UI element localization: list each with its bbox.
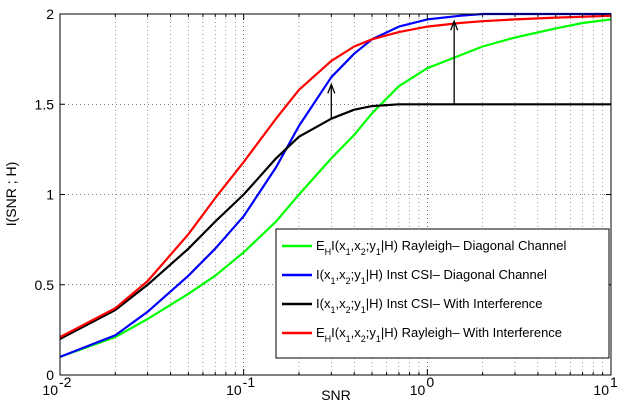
x-tick-label-base: 10 (226, 382, 242, 398)
y-tick-label: 1.5 (35, 96, 55, 112)
x-tick-label-exponent: -2 (59, 374, 72, 390)
legend-box (275, 228, 610, 359)
y-tick-label: 0.5 (35, 277, 55, 293)
x-tick-label-exponent: 0 (426, 374, 434, 390)
y-tick-label: 2 (46, 6, 54, 22)
y-tick-label: 1 (46, 187, 54, 203)
legend-label-red: EHI(x1,x2;y1|H) Rayleigh– With Interfere… (316, 325, 562, 344)
y-tick-label: 0 (46, 367, 54, 383)
x-tick-label-exponent: 1 (610, 374, 618, 390)
x-tick-label: 10 -2 (42, 374, 71, 398)
x-tick-label: 10 0 (410, 374, 435, 398)
series-line-green (59, 18, 612, 358)
legend-label-green: EHI(x1,x2;y1|H) Rayleigh– Diagonal Chann… (316, 238, 567, 257)
legend: EHI(x1,x2;y1|H) Rayleigh– Diagonal Chann… (275, 228, 610, 359)
x-tick-label-base: 10 (593, 382, 609, 398)
x-tick-label-base: 10 (410, 382, 426, 398)
legend-label-blue: I(x1,x2;y1|H) Inst CSI– Diagonal Channel (316, 267, 547, 286)
y-axis-label: I(SNR ; H) (3, 162, 19, 227)
annotations (327, 19, 459, 119)
x-tick-label-exponent: -1 (243, 374, 256, 390)
x-tick-label-base: 10 (42, 382, 58, 398)
x-tick-label: 10 1 (593, 374, 618, 398)
legend-label-black: I(x1,x2;y1|H) Inst CSI– With Interferenc… (316, 296, 543, 315)
annotation-arrow-head (327, 82, 336, 94)
series-line-black (59, 103, 611, 340)
x-axis-label: SNR (321, 387, 351, 403)
x-tick-label: 10 -1 (226, 374, 255, 398)
annotation-arrow-head (450, 19, 459, 31)
series-line-red (59, 14, 612, 339)
